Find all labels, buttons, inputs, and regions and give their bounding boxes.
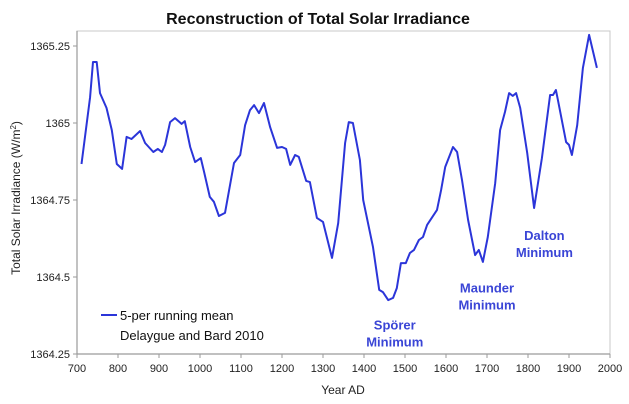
annotation-dalton: Minimum bbox=[516, 245, 573, 260]
y-tick-label: 1365.25 bbox=[30, 41, 70, 53]
annotation-maunder: Minimum bbox=[458, 297, 515, 312]
x-tick-label: 1600 bbox=[434, 363, 458, 375]
x-tick-label: 1800 bbox=[516, 363, 540, 375]
chart-title: Reconstruction of Total Solar Irradiance bbox=[166, 11, 470, 28]
legend-label-line2: Delaygue and Bard 2010 bbox=[120, 328, 264, 343]
annotation-sporer: Minimum bbox=[366, 334, 423, 349]
y-tick-label: 1364.75 bbox=[30, 195, 70, 207]
series-line bbox=[80, 33, 598, 302]
x-ticks: 700 800 900 1000 1100 1200 1300 1400 1500 1600 170… bbox=[68, 354, 622, 375]
y-tick-label: 1365 bbox=[46, 118, 70, 130]
x-tick-label: 1900 bbox=[557, 363, 581, 375]
x-tick-label: 1300 bbox=[311, 363, 335, 375]
legend: 5-per running mean Delaygue and Bard 201… bbox=[101, 308, 264, 343]
x-tick-label: 1400 bbox=[352, 363, 376, 375]
series-group bbox=[80, 33, 598, 302]
y-tick-label: 1364.5 bbox=[36, 272, 70, 284]
y-tick-label: 1364.25 bbox=[30, 349, 70, 361]
legend-label-line1: 5-per running mean bbox=[120, 308, 233, 323]
x-tick-label: 800 bbox=[109, 363, 127, 375]
x-tick-label: 700 bbox=[68, 363, 86, 375]
x-axis-label: Year AD bbox=[321, 383, 365, 397]
annotation-maunder: Maunder bbox=[460, 280, 514, 295]
x-tick-label: 900 bbox=[150, 363, 168, 375]
x-tick-label: 1200 bbox=[270, 363, 294, 375]
annotations: Spörer Minimum Maunder Minimum Dalton Minimum bbox=[366, 228, 573, 349]
plot-area bbox=[76, 30, 611, 355]
x-tick-label: 1700 bbox=[475, 363, 499, 375]
y-ticks: 1364.25 1364.5 1364.75 1365 1365.25 bbox=[30, 41, 77, 361]
annotation-dalton: Dalton bbox=[524, 228, 565, 243]
x-tick-label: 1100 bbox=[229, 363, 253, 375]
annotation-sporer: Spörer bbox=[374, 317, 416, 332]
x-tick-label: 1000 bbox=[188, 363, 212, 375]
y-axis-label: Total Solar Irradiance (W/m2) bbox=[9, 121, 23, 275]
x-tick-label: 2000 bbox=[598, 363, 622, 375]
x-tick-label: 1500 bbox=[393, 363, 417, 375]
